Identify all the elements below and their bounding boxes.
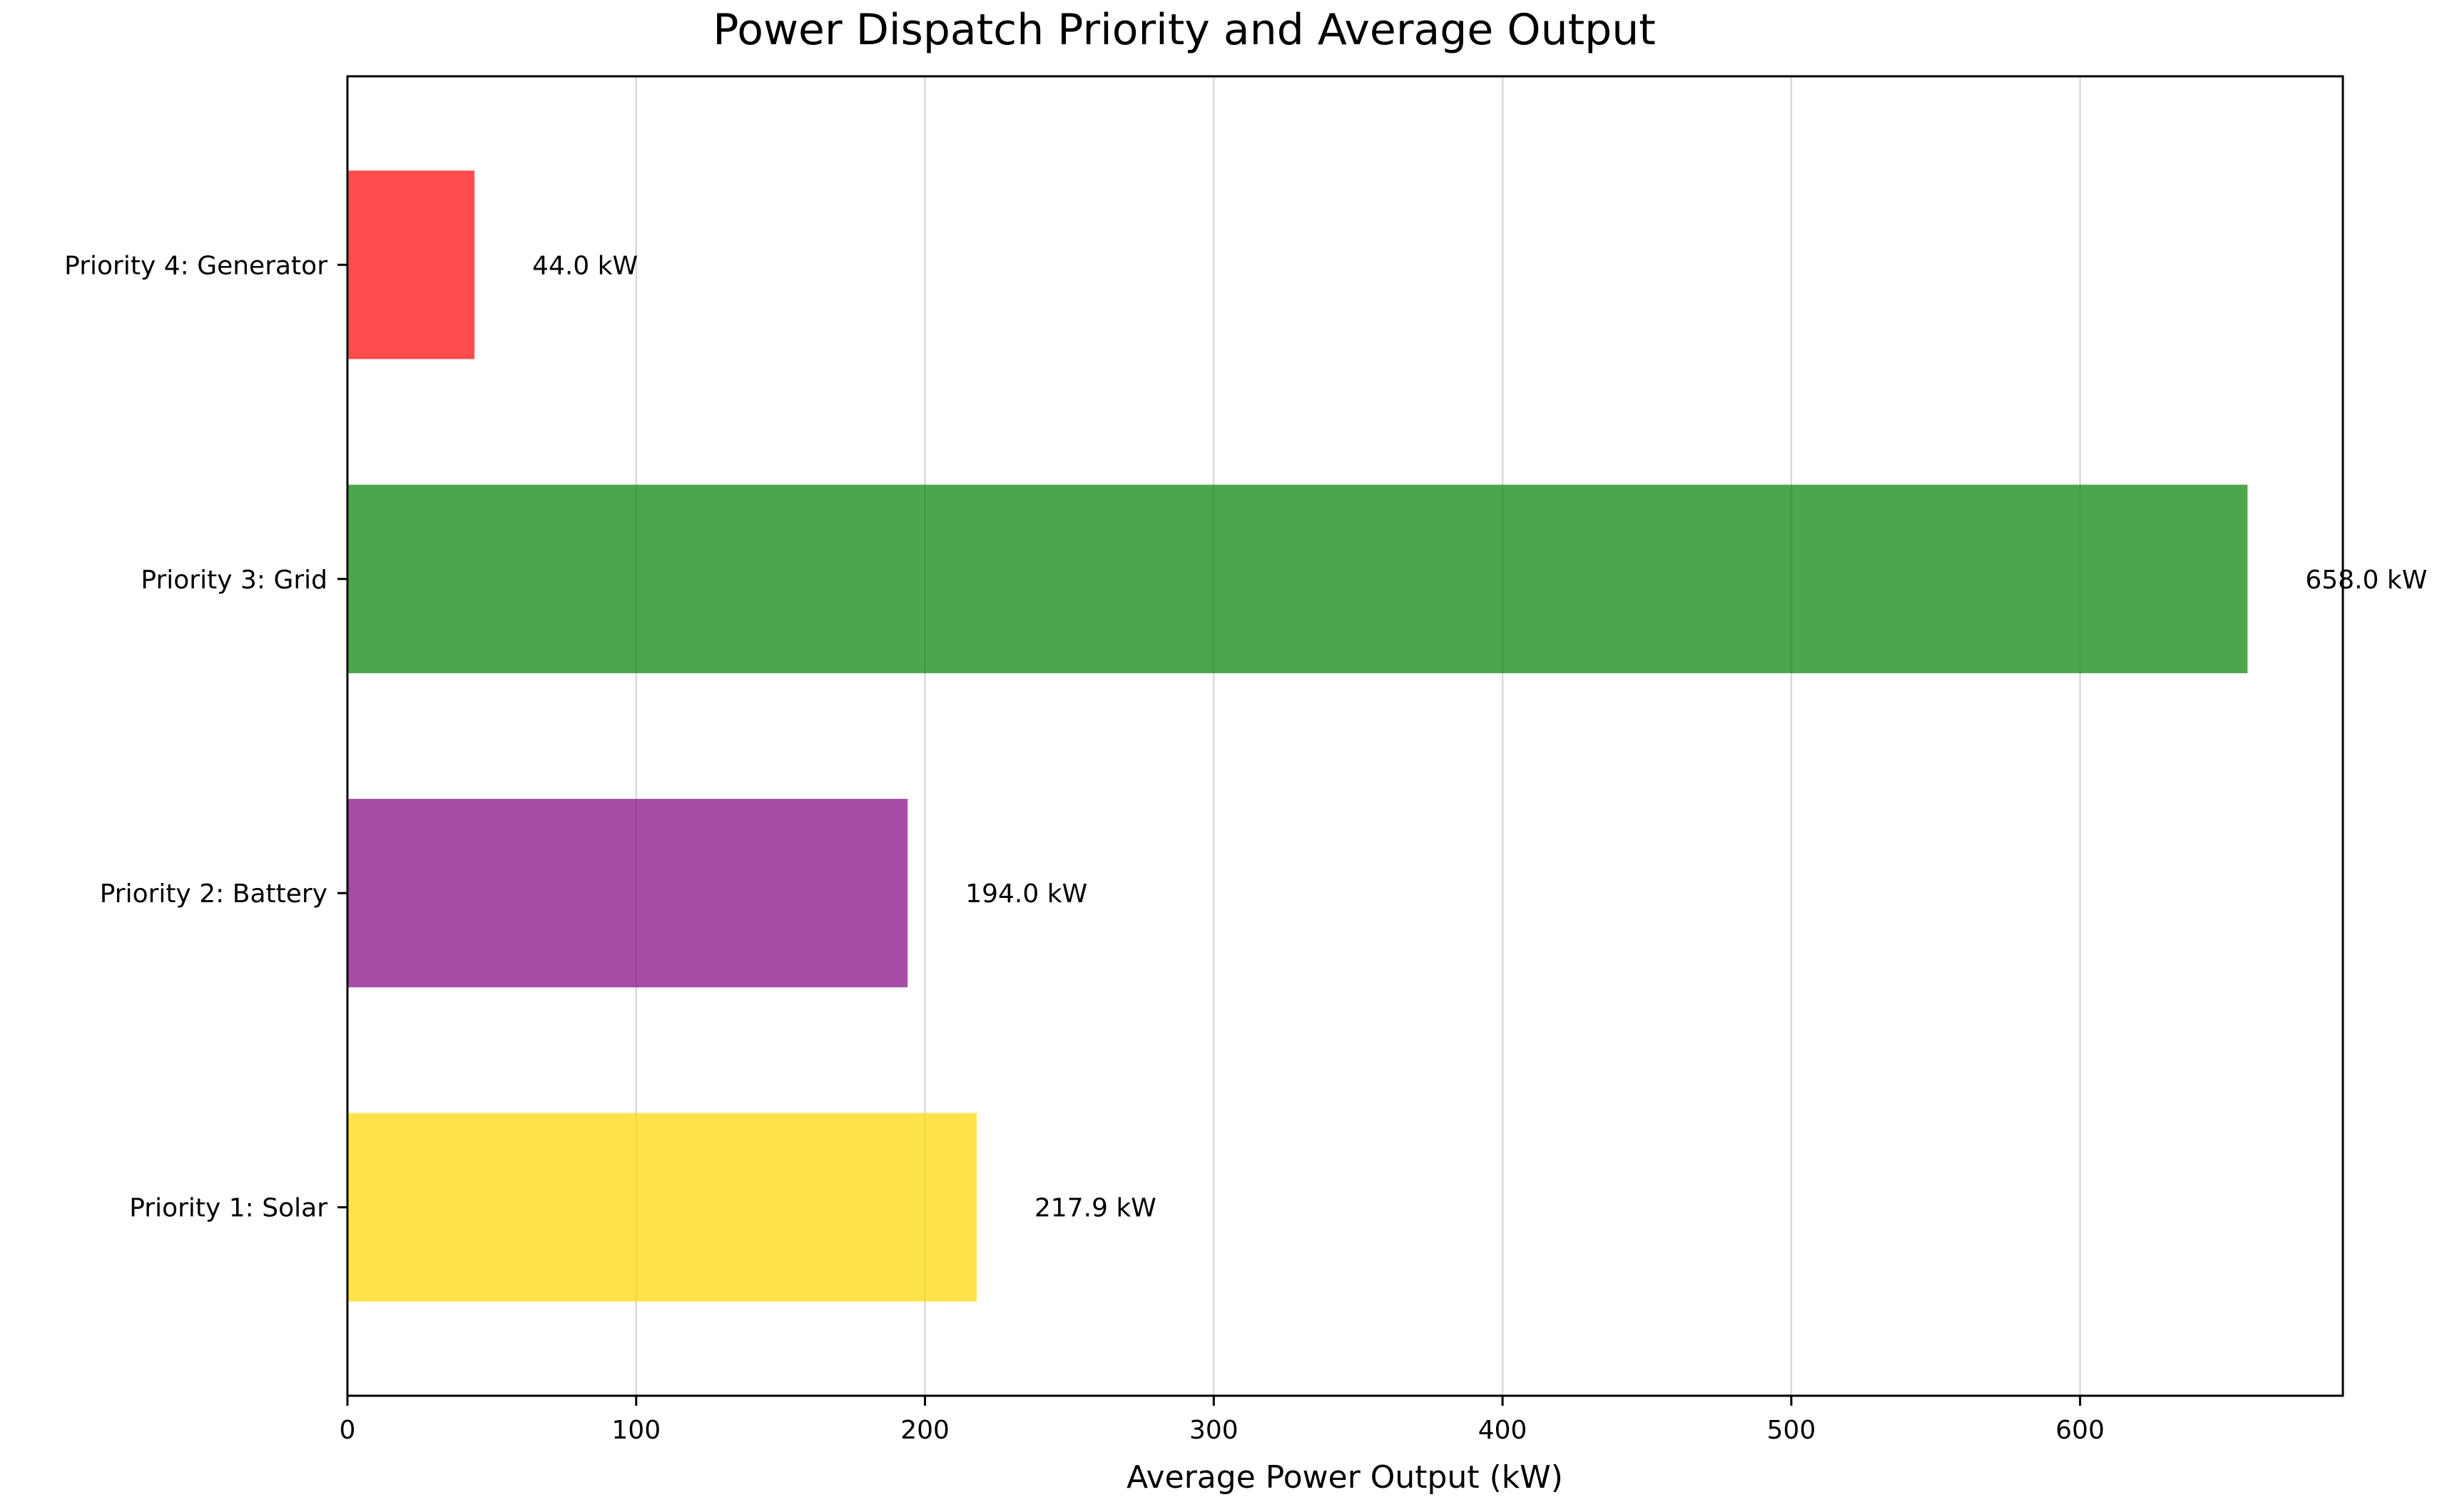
bars — [347, 170, 2248, 1302]
x-tick-label: 0 — [340, 1416, 356, 1445]
y-tick-label: Priority 4: Generator — [64, 251, 327, 280]
y-tick-label: Priority 2: Battery — [100, 879, 327, 909]
x-tick-label: 600 — [2055, 1416, 2105, 1445]
bar — [347, 1113, 977, 1302]
y-tick-label: Priority 1: Solar — [129, 1194, 327, 1223]
y-tick-label: Priority 3: Grid — [141, 566, 327, 595]
x-tick-label: 100 — [611, 1416, 661, 1445]
value-label: 44.0 kW — [532, 251, 638, 280]
value-label: 658.0 kW — [2305, 566, 2427, 595]
bar — [347, 484, 2248, 673]
value-labels: 217.9 kW 194.0 kW 658.0 kW 44.0 kW — [532, 251, 2427, 1222]
x-axis-ticks: 0 100 200 300 400 500 600 — [340, 1396, 2105, 1445]
value-label: 194.0 kW — [965, 879, 1087, 909]
x-axis-label: Average Power Output (kW) — [1126, 1459, 1563, 1496]
bar — [347, 799, 908, 988]
bar — [347, 170, 475, 359]
chart-title: Power Dispatch Priority and Average Outp… — [713, 5, 1656, 55]
x-tick-label: 200 — [900, 1416, 950, 1445]
plot-area: 217.9 kW 194.0 kW 658.0 kW 44.0 kW 0 100 200 3… — [64, 75, 2427, 1445]
value-label: 217.9 kW — [1034, 1194, 1156, 1223]
axes-frame — [346, 75, 2344, 1397]
x-tick-label: 500 — [1767, 1416, 1816, 1445]
y-axis-ticks: Priority 1: Solar Priority 2: Battery Prio… — [64, 251, 347, 1223]
x-tick-label: 300 — [1189, 1416, 1238, 1445]
x-tick-label: 400 — [1478, 1416, 1527, 1445]
